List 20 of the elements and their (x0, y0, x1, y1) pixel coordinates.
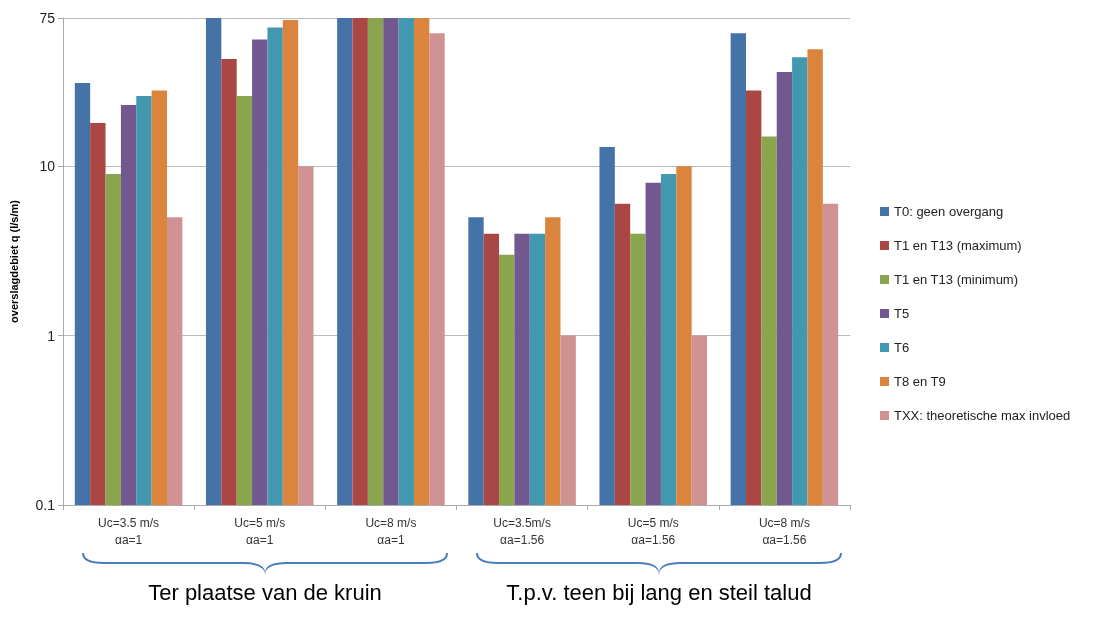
x-tick-label: Uc=8 m/s αa=1.56 (758, 515, 810, 547)
x-tick-label: Uc=5 m/s αa=1.56 (627, 515, 679, 547)
legend-label: T0: geen overgang (894, 204, 1004, 219)
text: Ter plaatse van de kruin (147, 580, 383, 606)
x-tick-label: Uc=5 m/s αa=1 (234, 515, 286, 547)
legend-label: T8 en T9 (894, 374, 946, 389)
y-tick-label: 1 (47, 327, 56, 344)
legend-label: T1 en T13 (maximum) (894, 238, 1022, 253)
legend-label: T6 (894, 340, 910, 355)
y-axis-title: overslagdebiet q (l/s/m) (7, 199, 20, 323)
legend-label: T5 (894, 306, 910, 321)
legend-label: TXX: theoretische max invloed (894, 408, 1071, 423)
y-tick-label: 10 (39, 158, 56, 175)
text: T.p.v. teen bij lang en steil talud (505, 580, 813, 606)
x-tick-label: Uc=3.5m/s αa=1.56 (493, 515, 551, 547)
legend-label: T1 en T13 (minimum) (894, 272, 1019, 287)
x-tick-label: Uc=3.5 m/s αa=1 (98, 515, 160, 547)
x-tick-label: Uc=8 m/s αa=1 (365, 515, 417, 547)
y-tick-label: 0.1 (35, 497, 56, 513)
y-tick-label: 75 (39, 10, 56, 26)
